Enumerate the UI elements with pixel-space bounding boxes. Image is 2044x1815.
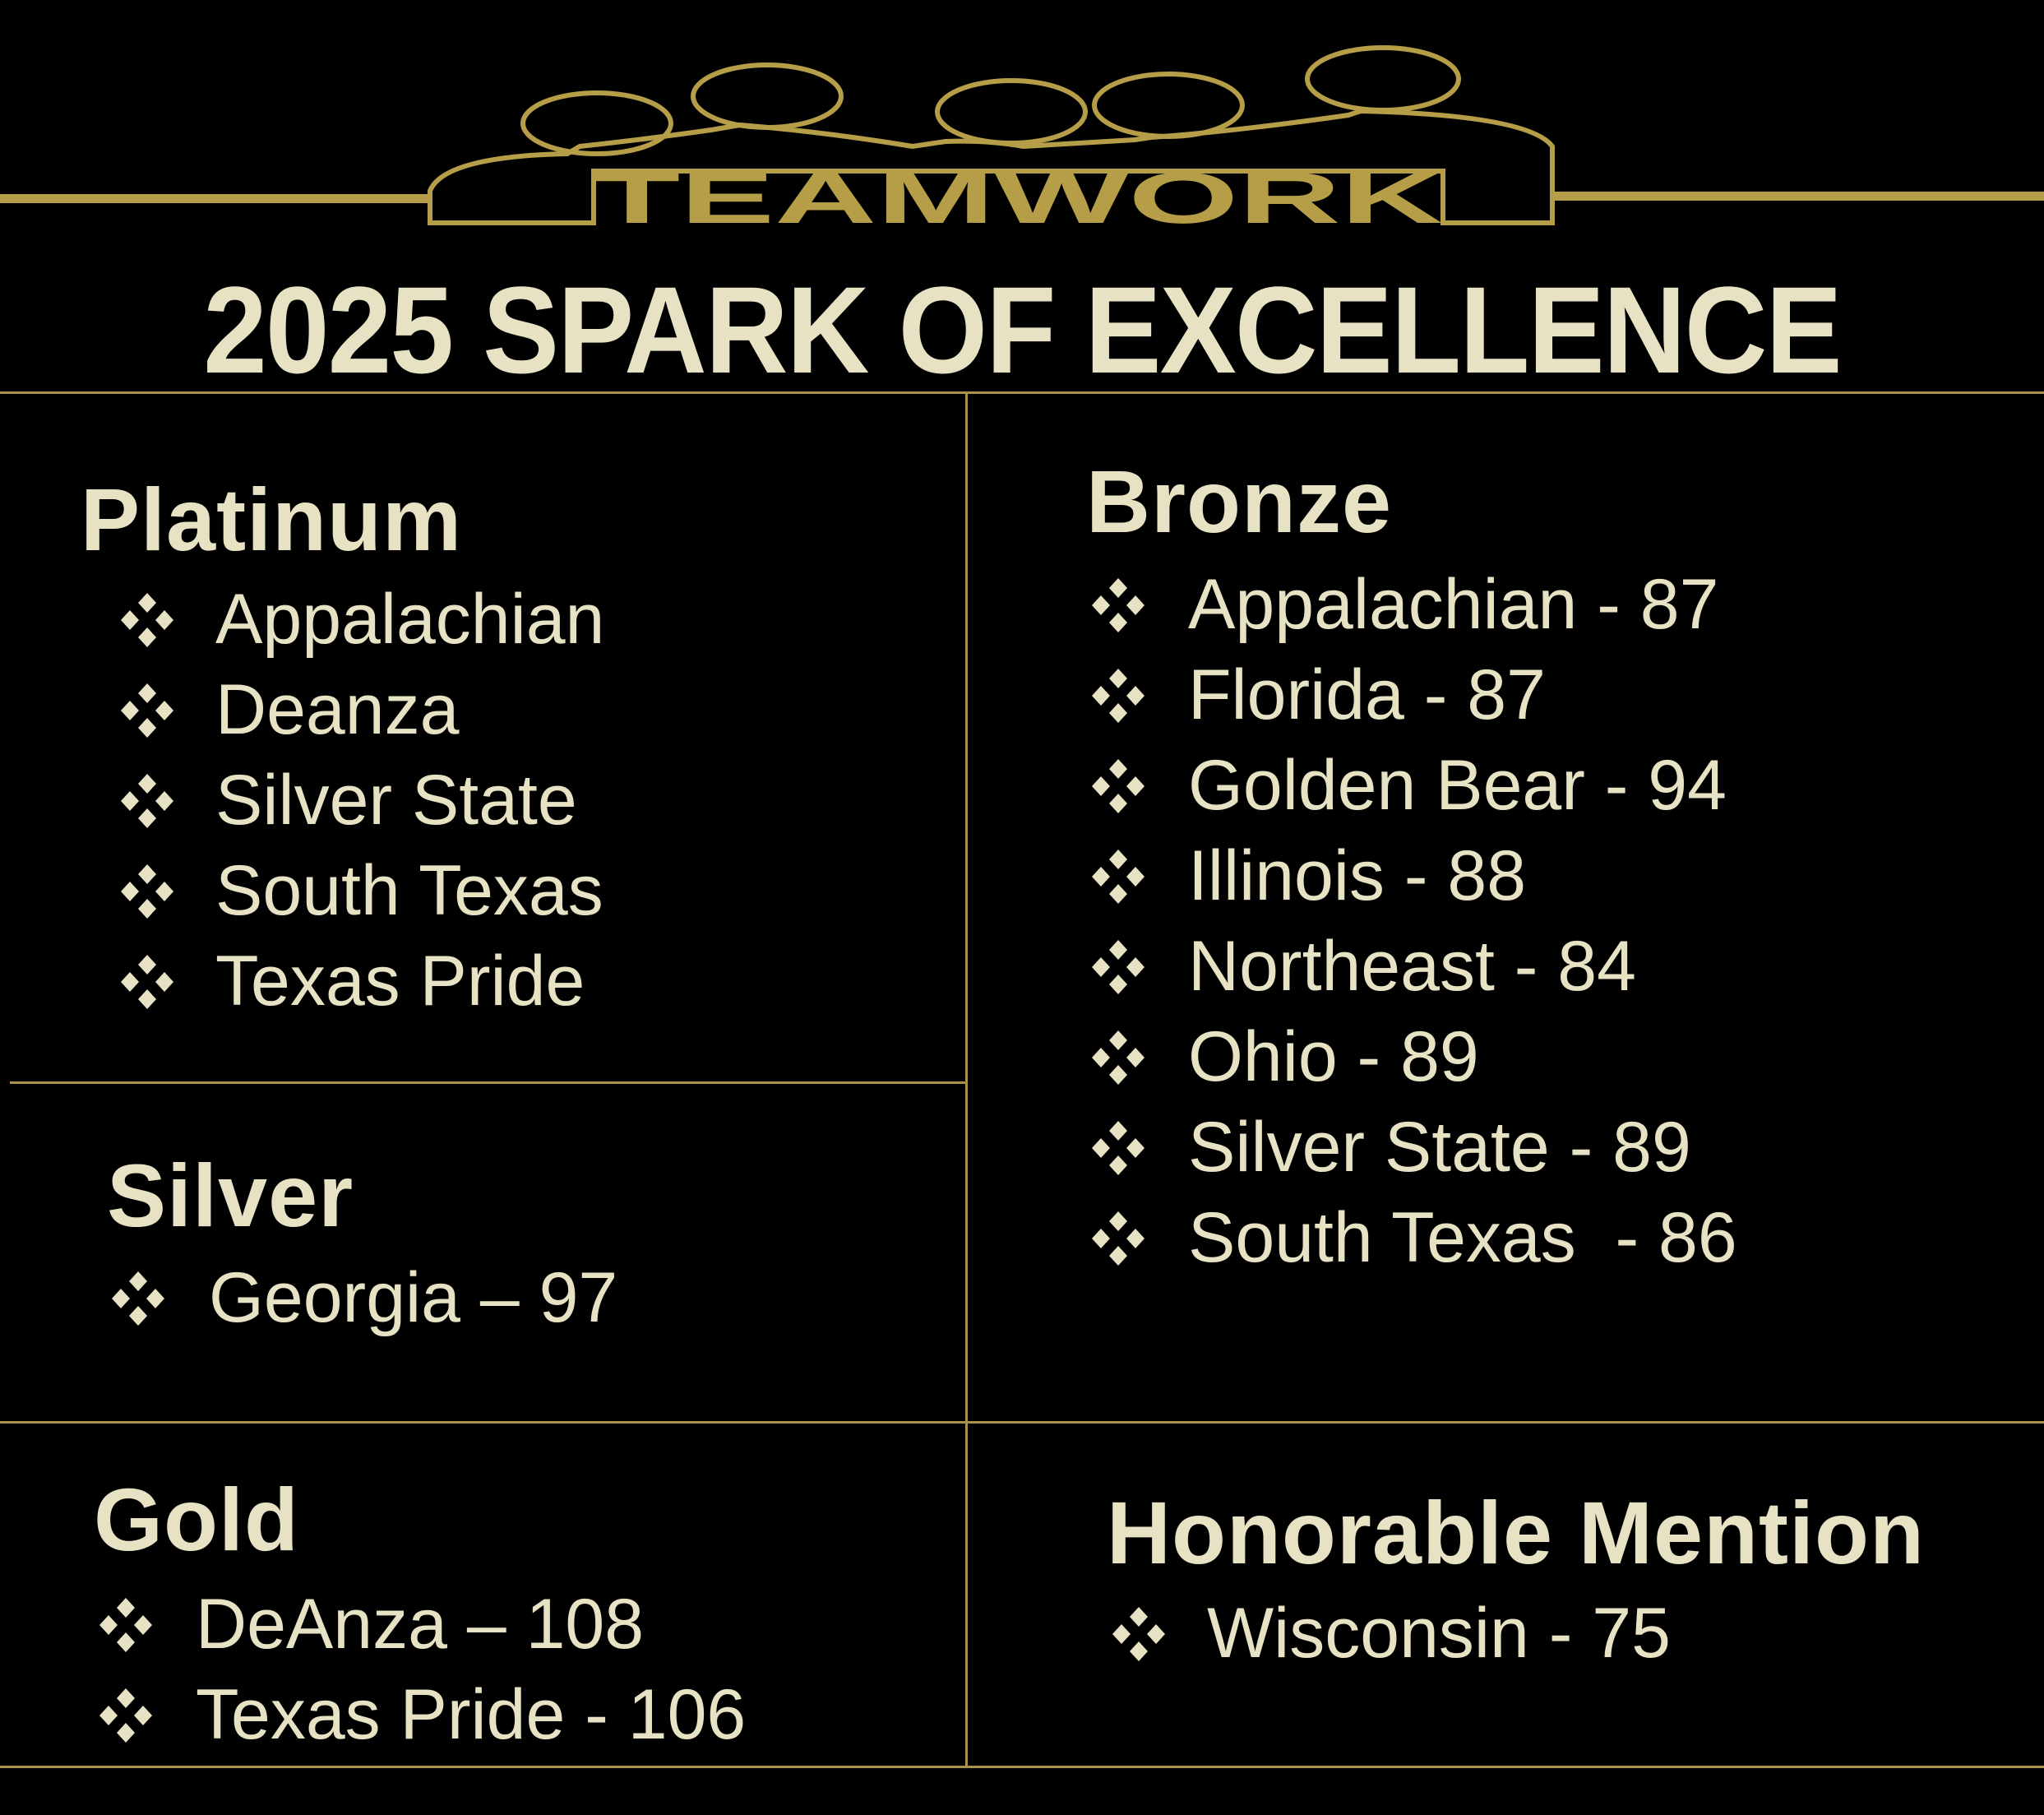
divider-bottom bbox=[0, 1766, 2044, 1768]
list-item: Illinois - 88 bbox=[1188, 836, 1527, 915]
list-item: South Texas - 86 bbox=[1188, 1198, 1737, 1277]
head-4 bbox=[1092, 72, 1245, 139]
four-diamond-bullet-icon bbox=[1092, 1030, 1145, 1085]
logo-rule-left bbox=[0, 194, 432, 203]
list-item: Wisconsin - 75 bbox=[1207, 1594, 1671, 1673]
list-item: Silver State bbox=[215, 761, 577, 840]
four-diamond-bullet-icon bbox=[1092, 669, 1145, 723]
divider-middle bbox=[0, 1421, 2044, 1424]
list-item: Georgia – 97 bbox=[209, 1258, 618, 1337]
section-heading-silver: Silver bbox=[107, 1146, 354, 1245]
list-item: Ohio - 89 bbox=[1188, 1017, 1479, 1096]
divider-vertical bbox=[965, 391, 968, 1767]
section-heading-honorable: Honorable Mention bbox=[1107, 1483, 1925, 1582]
logo-rule-right bbox=[1551, 192, 2044, 201]
four-diamond-bullet-icon bbox=[99, 1688, 152, 1743]
list-item: Deanza bbox=[215, 670, 460, 749]
list-item: Florida - 87 bbox=[1188, 655, 1546, 734]
head-5 bbox=[1305, 45, 1461, 113]
list-item: South Texas bbox=[215, 851, 603, 930]
list-item: Appalachian bbox=[215, 580, 605, 659]
page-title: 2025 SPARK OF EXCELLENCE bbox=[203, 261, 1842, 399]
divider-top bbox=[0, 391, 2044, 394]
four-diamond-bullet-icon bbox=[121, 774, 173, 828]
four-diamond-bullet-icon bbox=[1092, 940, 1145, 994]
list-item: Northeast - 84 bbox=[1188, 927, 1636, 1006]
four-diamond-bullet-icon bbox=[1092, 1121, 1145, 1175]
list-item: DeAnza – 108 bbox=[196, 1585, 645, 1664]
head-1 bbox=[520, 90, 673, 156]
list-item: Silver State - 89 bbox=[1188, 1108, 1691, 1187]
four-diamond-bullet-icon bbox=[121, 955, 173, 1009]
logo-text: TEAMWORK bbox=[594, 157, 1443, 238]
section-heading-bronze: Bronze bbox=[1086, 451, 1393, 551]
section-heading-gold: Gold bbox=[94, 1470, 299, 1569]
four-diamond-bullet-icon bbox=[121, 683, 173, 738]
four-diamond-bullet-icon bbox=[99, 1598, 152, 1652]
four-diamond-bullet-icon bbox=[1092, 578, 1145, 632]
list-item: Golden Bear - 94 bbox=[1188, 746, 1727, 825]
four-diamond-bullet-icon bbox=[112, 1271, 164, 1326]
head-2 bbox=[691, 63, 844, 130]
section-heading-platinum: Platinum bbox=[81, 470, 463, 569]
four-diamond-bullet-icon bbox=[1092, 850, 1145, 904]
list-item: Texas Pride bbox=[215, 942, 585, 1021]
four-diamond-bullet-icon bbox=[121, 864, 173, 919]
four-diamond-bullet-icon bbox=[1092, 759, 1145, 813]
four-diamond-bullet-icon bbox=[1112, 1607, 1165, 1661]
list-item: Texas Pride - 106 bbox=[196, 1675, 747, 1754]
head-3 bbox=[935, 78, 1088, 146]
list-item: Appalachian - 87 bbox=[1188, 565, 1719, 644]
divider-platinum-silver bbox=[10, 1081, 967, 1084]
four-diamond-bullet-icon bbox=[121, 593, 173, 647]
teamwork-logo: TEAMWORK bbox=[428, 45, 1555, 238]
four-diamond-bullet-icon bbox=[1092, 1211, 1145, 1266]
